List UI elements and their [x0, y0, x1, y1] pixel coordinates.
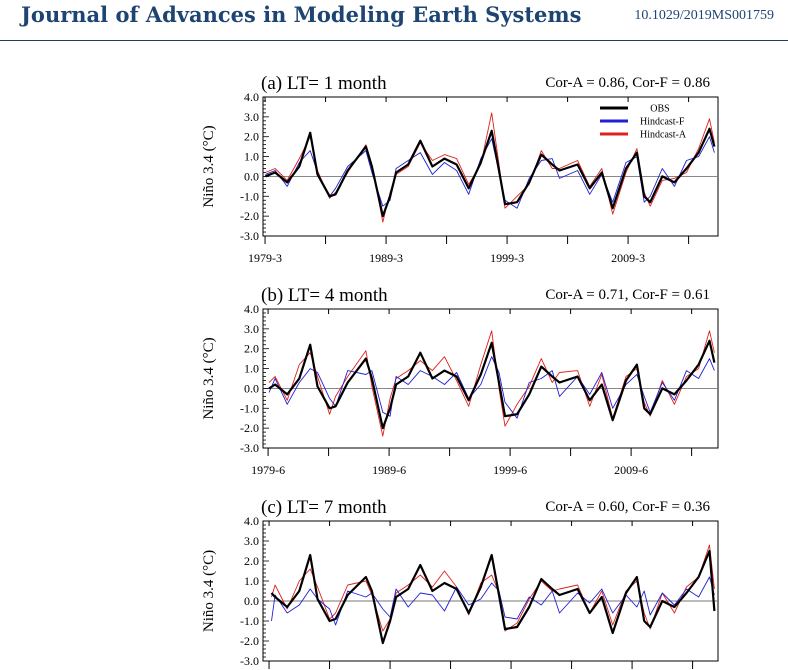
- plot-frame: [262, 308, 719, 449]
- y-tick-label: 2.0: [244, 554, 259, 568]
- x-tick-label: 1999-3: [490, 251, 524, 265]
- series-line-hindcast-a: [271, 544, 715, 632]
- y-tick-label: -3.0: [240, 229, 259, 243]
- doi-link[interactable]: 10.1029/2019MS001759: [634, 8, 774, 23]
- y-tick-label: 4.0: [244, 90, 259, 104]
- y-tick-label: 1.0: [244, 362, 259, 376]
- series-line-hindcast-f: [265, 136, 715, 209]
- y-tick-label: -2.0: [240, 634, 259, 648]
- chart-panel-2: 4.0 3.0 2.0 1.0 0.0 -1.0 -2.0 -3.0 1979-6 1989-6 1…: [201, 285, 719, 477]
- y-tick-label: -1.0: [240, 401, 259, 415]
- x-tick-label: 1999-6: [493, 463, 527, 477]
- chart-panel-3: 4.0 3.0 2.0 1.0 0.0 -1.0 -2.0 -3.0 (c) LT= 7 mon…: [201, 497, 719, 669]
- y-tick-label: 3.0: [244, 534, 259, 548]
- y-tick-label: -1.0: [240, 189, 259, 203]
- legend-label: Hindcast-A: [640, 130, 687, 141]
- y-tick-label: 3.0: [244, 110, 259, 124]
- legend-label: OBS: [650, 104, 669, 115]
- y-tick-label: 1.0: [244, 574, 259, 588]
- chart-legend: OBS Hindcast-F Hindcast-A: [600, 104, 687, 141]
- y-tick-label: 0.0: [244, 381, 259, 395]
- series-line-hindcast-f: [271, 576, 715, 626]
- series-line-obs: [264, 127, 716, 218]
- legend-label: Hindcast-F: [640, 117, 685, 128]
- x-tick-label: 2009-6: [614, 463, 648, 477]
- y-tick-label: -2.0: [240, 209, 259, 223]
- x-tick-label: 1989-6: [372, 463, 406, 477]
- plot-frame: [262, 520, 719, 662]
- y-tick-label: -2.0: [240, 421, 259, 435]
- correlation-label: Cor-A = 0.60, Cor-F = 0.36: [545, 499, 710, 515]
- y-tick-label: 4.0: [244, 514, 259, 528]
- y-tick-label: 4.0: [244, 302, 259, 316]
- y-tick-label: -3.0: [240, 654, 259, 668]
- y-tick-label: 2.0: [244, 130, 259, 144]
- correlation-label: Cor-A = 0.86, Cor-F = 0.86: [545, 75, 710, 91]
- y-tick-label: -3.0: [240, 441, 259, 455]
- x-tick-label: 1979-3: [248, 251, 282, 265]
- y-axis-label: Niño 3.4 (°C): [201, 550, 217, 632]
- y-tick-label: 0.0: [244, 594, 259, 608]
- x-tick-label: 1989-3: [369, 251, 403, 265]
- series-line-obs: [270, 549, 716, 645]
- panel-label: (b) LT= 4 month: [261, 285, 388, 306]
- journal-header: Journal of Advances in Modeling Earth Sy…: [0, 0, 788, 41]
- y-tick-label: 2.0: [244, 342, 259, 356]
- panel-label: (c) LT= 7 month: [261, 497, 387, 518]
- y-tick-label: 3.0: [244, 322, 259, 336]
- panel-label: (a) LT= 1 month: [261, 73, 387, 94]
- series-line-obs: [268, 339, 716, 430]
- y-tick-label: 1.0: [244, 150, 259, 164]
- x-tick-label: 2009-3: [611, 251, 645, 265]
- y-axis-label: Niño 3.4 (°C): [201, 337, 217, 419]
- y-tick-label: 0.0: [244, 169, 259, 183]
- journal-title[interactable]: Journal of Advances in Modeling Earth Sy…: [21, 2, 582, 27]
- chart-panel-1: 4.0 3.0 2.0 1.0 0.0 -1.0 -2.0 -3.0 1979-3 1989-3 1…: [201, 73, 719, 265]
- series-line-hindcast-f: [268, 356, 715, 419]
- x-tick-label: 1979-6: [251, 463, 285, 477]
- correlation-label: Cor-A = 0.71, Cor-F = 0.61: [545, 287, 710, 303]
- y-tick-label: -1.0: [240, 614, 259, 628]
- y-axis-label: Niño 3.4 (°C): [201, 125, 217, 207]
- plot-frame: [262, 96, 719, 237]
